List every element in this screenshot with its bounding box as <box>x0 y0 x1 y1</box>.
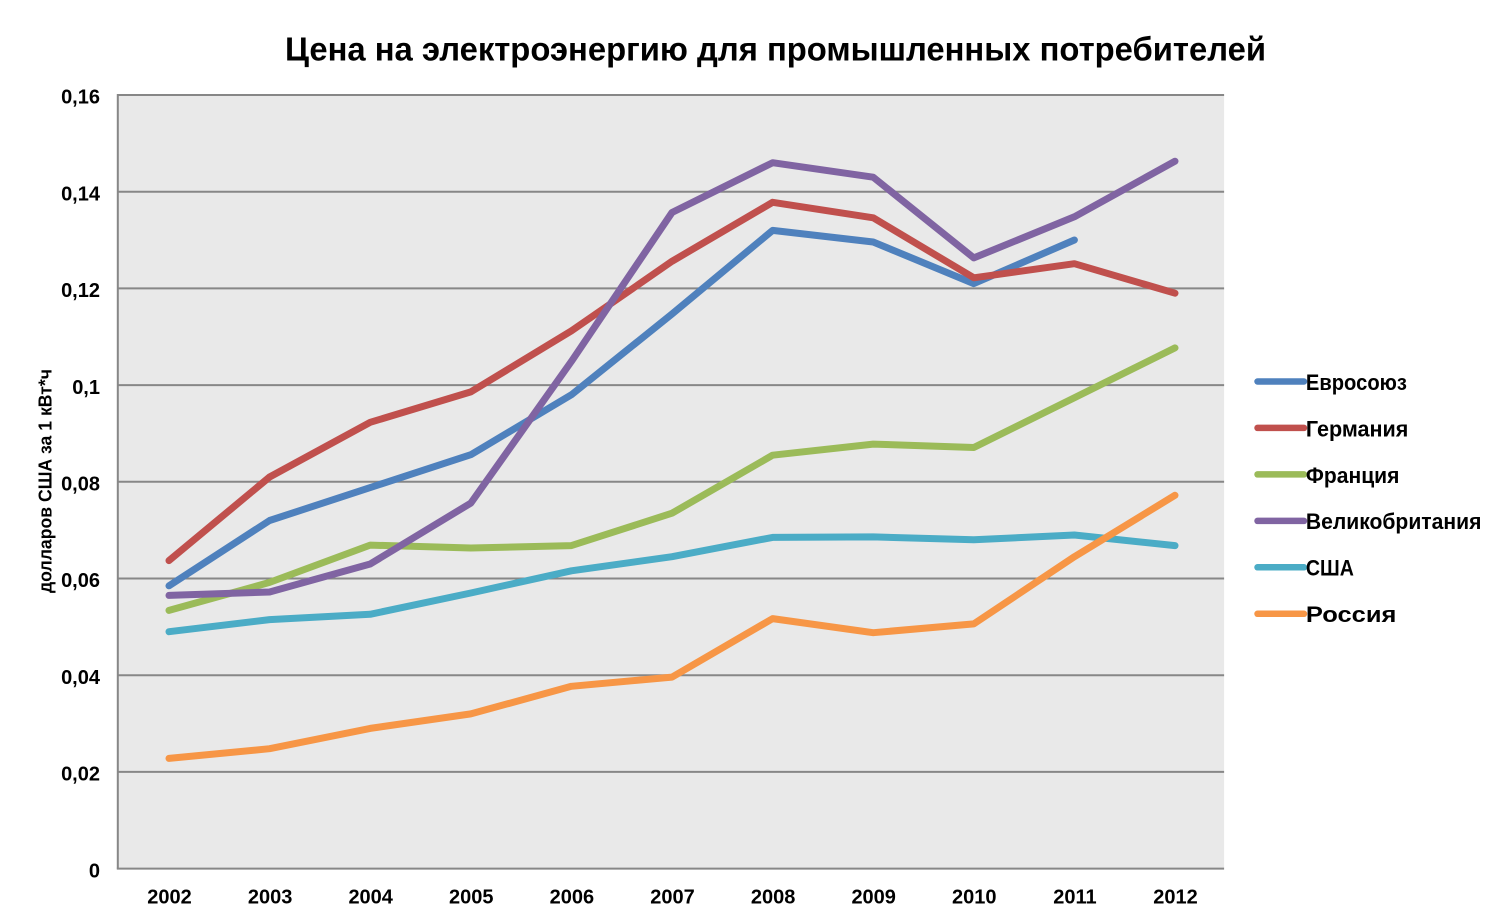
svg-text:2010: 2010 <box>952 887 997 909</box>
svg-text:0,08: 0,08 <box>61 474 100 496</box>
svg-text:2002: 2002 <box>147 887 192 909</box>
svg-text:2006: 2006 <box>550 887 595 909</box>
svg-text:2007: 2007 <box>650 887 695 909</box>
svg-text:0: 0 <box>89 860 100 882</box>
svg-text:0,02: 0,02 <box>61 764 100 786</box>
svg-text:Цена на электроэнергию для про: Цена на электроэнергию для промышленных … <box>285 31 1266 68</box>
svg-text:0,06: 0,06 <box>61 570 100 592</box>
svg-text:0,16: 0,16 <box>61 87 100 109</box>
svg-text:2005: 2005 <box>449 887 494 909</box>
svg-text:2011: 2011 <box>1053 887 1096 909</box>
svg-text:Франция: Франция <box>1306 463 1400 488</box>
svg-text:2008: 2008 <box>751 887 796 909</box>
svg-text:Россия: Россия <box>1306 602 1397 627</box>
svg-text:0,12: 0,12 <box>61 280 100 302</box>
svg-text:2012: 2012 <box>1153 887 1198 909</box>
svg-text:2009: 2009 <box>851 887 896 909</box>
svg-text:0,1: 0,1 <box>72 377 100 399</box>
svg-text:0,14: 0,14 <box>61 183 101 205</box>
svg-text:Евросоюз: Евросоюз <box>1306 370 1407 395</box>
svg-text:Германия: Германия <box>1306 416 1409 441</box>
svg-text:2003: 2003 <box>248 887 293 909</box>
svg-text:США: США <box>1306 556 1354 581</box>
svg-text:2004: 2004 <box>348 887 393 909</box>
svg-text:Великобритания: Великобритания <box>1306 509 1482 534</box>
svg-text:0,04: 0,04 <box>61 667 101 689</box>
svg-text:долларов США за 1 кВт*ч: долларов США за 1 кВт*ч <box>36 369 56 593</box>
